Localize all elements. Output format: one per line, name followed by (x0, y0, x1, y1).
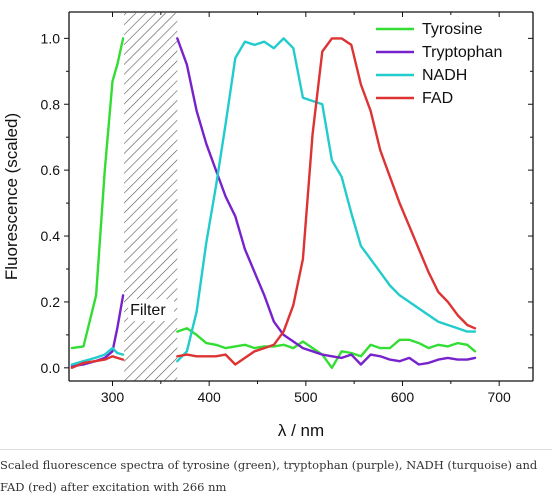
legend: Tyrosine Tryptophan NADH FAD (376, 21, 502, 107)
y-tick-label: 0.8 (41, 96, 61, 112)
series-line-tyrosine-segment-1 (70, 37, 125, 350)
fluorescence-chart: Filter 300 400 500 600 700 0.0 0.2 0.4 0.6 0.8 1.0… (2, 11, 534, 440)
y-tick-label: 0.2 (41, 294, 61, 310)
x-tick-label: 500 (294, 389, 318, 405)
legend-label-tryptophan: Tryptophan (422, 44, 502, 61)
series-line-nadh-segment-2 (176, 37, 477, 363)
x-tick-label: 700 (487, 389, 511, 405)
y-tick-label: 0.6 (41, 162, 61, 178)
annotations: Filter (128, 299, 175, 322)
series-line-tryptophan-segment-2 (176, 37, 477, 366)
chart-canvas: Filter 300 400 500 600 700 0.0 0.2 0.4 0.6 0.8 1.0… (2, 11, 534, 440)
y-tick-label: 0.4 (41, 228, 61, 244)
series-line-fad-segment-2 (176, 37, 477, 366)
series-line-tyrosine-segment-2 (176, 327, 477, 369)
series-line-tryptophan-segment-1 (70, 294, 125, 368)
x-tick-label: 400 (197, 389, 221, 405)
y-tick-label: 0.0 (41, 360, 61, 376)
y-axis-title: Fluorescence (scaled) (2, 113, 21, 280)
filter-label-box (128, 299, 175, 322)
x-tick-label: 300 (101, 389, 125, 405)
filter-region (124, 13, 178, 381)
series-line-nadh-segment-1 (70, 346, 125, 366)
legend-label-nadh: NADH (422, 67, 467, 84)
filter-hatch (124, 13, 178, 381)
legend-label-fad: FAD (422, 90, 453, 107)
y-tick-label: 1.0 (41, 30, 61, 46)
series-line-fad-segment-1 (70, 355, 125, 369)
filter-label: Filter (130, 302, 166, 319)
series-lines (70, 37, 477, 369)
legend-label-tyrosine: Tyrosine (422, 21, 483, 38)
x-tick-label: 600 (391, 389, 415, 405)
x-axis-title: λ / nm (278, 421, 324, 440)
figure-caption: Scaled fluorescence spectra of tyrosine … (0, 449, 552, 498)
